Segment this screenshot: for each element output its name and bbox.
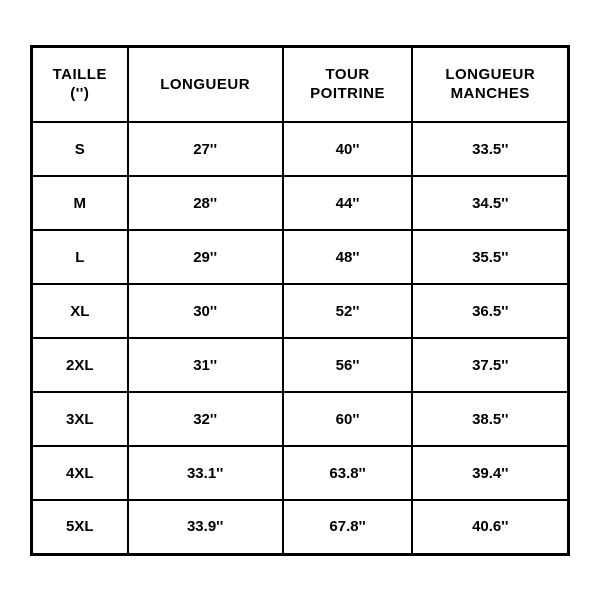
cell-chest: 60'' (283, 392, 413, 446)
cell-sleeve: 34.5'' (412, 176, 568, 230)
cell-length: 27'' (128, 122, 283, 176)
column-header-length: LONGUEUR (128, 46, 283, 122)
size-chart-table: TAILLE ('') LONGUEUR TOUR POITRINE LONGU… (30, 45, 570, 556)
cell-sleeve: 36.5'' (412, 284, 568, 338)
cell-chest: 56'' (283, 338, 413, 392)
table-row: XL 30'' 52'' 36.5'' (32, 284, 569, 338)
size-chart-container: TAILLE ('') LONGUEUR TOUR POITRINE LONGU… (30, 45, 570, 556)
column-header-size: TAILLE ('') (32, 46, 128, 122)
cell-length: 33.1'' (128, 446, 283, 500)
cell-length: 28'' (128, 176, 283, 230)
column-header-chest: TOUR POITRINE (283, 46, 413, 122)
cell-size: 3XL (32, 392, 128, 446)
cell-size: XL (32, 284, 128, 338)
cell-length: 32'' (128, 392, 283, 446)
cell-size: 5XL (32, 500, 128, 554)
cell-chest: 48'' (283, 230, 413, 284)
table-row: 2XL 31'' 56'' 37.5'' (32, 338, 569, 392)
cell-chest: 67.8'' (283, 500, 413, 554)
header-text: TAILLE (33, 65, 127, 85)
header-text: LONGUEUR (129, 75, 282, 95)
cell-sleeve: 38.5'' (412, 392, 568, 446)
table-row: 3XL 32'' 60'' 38.5'' (32, 392, 569, 446)
cell-size: S (32, 122, 128, 176)
header-text: MANCHES (413, 84, 567, 104)
cell-chest: 40'' (283, 122, 413, 176)
cell-chest: 63.8'' (283, 446, 413, 500)
cell-sleeve: 40.6'' (412, 500, 568, 554)
cell-sleeve: 39.4'' (412, 446, 568, 500)
cell-chest: 52'' (283, 284, 413, 338)
column-header-sleeve: LONGUEUR MANCHES (412, 46, 568, 122)
header-text: ('') (33, 84, 127, 104)
cell-size: M (32, 176, 128, 230)
header-text: TOUR (284, 65, 412, 85)
table-row: L 29'' 48'' 35.5'' (32, 230, 569, 284)
table-body: S 27'' 40'' 33.5'' M 28'' 44'' 34.5'' L … (32, 122, 569, 554)
cell-size: 4XL (32, 446, 128, 500)
cell-length: 30'' (128, 284, 283, 338)
cell-length: 29'' (128, 230, 283, 284)
table-row: M 28'' 44'' 34.5'' (32, 176, 569, 230)
cell-length: 33.9'' (128, 500, 283, 554)
cell-chest: 44'' (283, 176, 413, 230)
header-text: POITRINE (284, 84, 412, 104)
cell-length: 31'' (128, 338, 283, 392)
cell-size: L (32, 230, 128, 284)
cell-sleeve: 37.5'' (412, 338, 568, 392)
header-text: LONGUEUR (413, 65, 567, 85)
cell-sleeve: 35.5'' (412, 230, 568, 284)
table-header-row: TAILLE ('') LONGUEUR TOUR POITRINE LONGU… (32, 46, 569, 122)
table-row: 4XL 33.1'' 63.8'' 39.4'' (32, 446, 569, 500)
cell-size: 2XL (32, 338, 128, 392)
cell-sleeve: 33.5'' (412, 122, 568, 176)
table-row: 5XL 33.9'' 67.8'' 40.6'' (32, 500, 569, 554)
table-row: S 27'' 40'' 33.5'' (32, 122, 569, 176)
